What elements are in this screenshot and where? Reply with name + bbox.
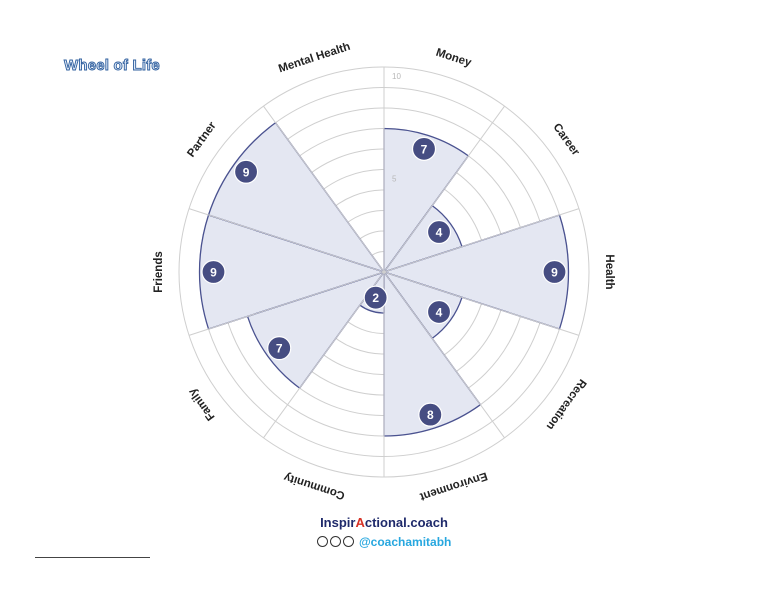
sector-partner	[207, 122, 385, 273]
value-badge-label: 2	[372, 291, 379, 305]
instagram-icon	[329, 536, 341, 547]
grid-spoke	[383, 271, 505, 439]
brand-handle-row: @coachamitabh	[0, 535, 768, 549]
category-label-health: Health	[603, 254, 615, 289]
value-badge-label: 9	[243, 165, 250, 179]
brand-name: InspirActional.coach	[0, 515, 768, 530]
value-badge: 2	[363, 285, 388, 310]
chart-spokes	[188, 67, 580, 477]
value-badge-circle	[363, 285, 388, 310]
ring-label: 10	[392, 72, 401, 81]
grid-spoke	[188, 271, 385, 336]
grid-spoke	[383, 105, 505, 273]
category-label-community: Community	[282, 470, 346, 501]
value-badge: 7	[267, 336, 292, 361]
value-badge-circle	[542, 259, 567, 285]
grid-spoke	[263, 105, 385, 273]
sector-money	[383, 127, 469, 273]
facebook-icon	[316, 536, 328, 547]
category-label-family: Family	[186, 385, 217, 422]
grid-spoke	[383, 208, 580, 273]
ring-label: 5	[392, 175, 397, 184]
category-label-recreation: Recreation	[544, 377, 589, 432]
brand-name-accent: A	[355, 515, 365, 530]
category-label-friends: Friends	[153, 251, 165, 293]
value-badge: 7	[411, 136, 437, 161]
value-badge-circle	[267, 336, 292, 361]
value-badge-circle	[418, 402, 443, 427]
value-badge-label: 7	[421, 142, 428, 156]
social-icon	[342, 536, 354, 547]
value-badge: 9	[542, 259, 567, 285]
value-badge-label: 9	[551, 266, 558, 280]
value-badges: 7 4 9 4 8 2 7 9 9	[201, 136, 567, 427]
value-badge-circle	[426, 219, 452, 245]
value-badge: 4	[426, 219, 452, 245]
value-badge-circle	[201, 259, 226, 285]
value-badge-label: 4	[436, 305, 443, 319]
value-badge: 9	[201, 259, 226, 285]
value-badge: 4	[426, 299, 452, 325]
category-label-mental-health: Mental Health	[277, 41, 352, 76]
brand-name-suffix: ctional.coach	[364, 515, 448, 530]
category-label-partner: Partner	[185, 120, 219, 160]
sector-environment	[383, 271, 482, 437]
value-badge-circle	[426, 299, 452, 325]
sector-health	[383, 214, 570, 330]
brand-name-prefix: Inspir	[320, 515, 356, 530]
value-badge-circle	[233, 159, 259, 184]
value-badge-label: 4	[436, 226, 443, 240]
brand-handle: @coachamitabh	[358, 535, 452, 549]
value-badge-label: 7	[276, 342, 283, 356]
ring-labels: 5 10	[392, 72, 401, 184]
grid-spoke	[383, 271, 580, 336]
value-badge-label: 9	[210, 266, 217, 280]
category-label-money: Money	[434, 47, 473, 70]
footnote-divider	[35, 557, 150, 558]
page-title: Wheel of Life	[64, 57, 161, 75]
value-badge: 9	[233, 159, 259, 184]
category-label-career: Career	[550, 121, 581, 158]
grid-spoke	[188, 208, 385, 273]
value-badge: 8	[418, 402, 443, 427]
chart-sectors	[198, 122, 570, 437]
sector-friends	[198, 214, 385, 330]
value-badge-circle	[411, 136, 437, 161]
category-label-environment: Environment	[418, 469, 489, 502]
value-badge-label: 8	[427, 408, 434, 422]
